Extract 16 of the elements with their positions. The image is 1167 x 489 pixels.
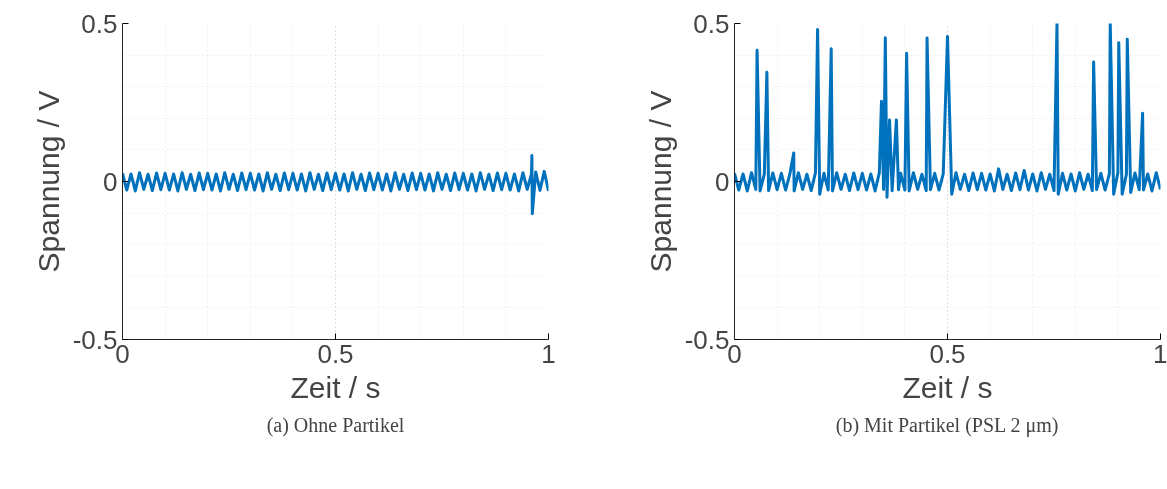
x-axis-title: Zeit / s — [902, 370, 993, 404]
x-axis-title: Zeit / s — [290, 370, 381, 404]
text: (a) Ohne Partikel — [266, 413, 405, 437]
line-series — [734, 23, 1161, 199]
y-tick-label: 0 — [715, 166, 730, 197]
x-tick-label: 1 — [541, 338, 556, 369]
line-series — [122, 154, 549, 216]
x-tick-label: 0.5 — [929, 338, 966, 369]
x-tick-label: 1 — [1153, 338, 1167, 369]
x-tick-label: 0.5 — [317, 338, 354, 369]
y-tick-label: 0 — [103, 166, 118, 197]
y-axis-title: Spannung / V — [643, 90, 677, 273]
y-axis-title: Spannung / V — [31, 90, 65, 273]
text: (b) Mit Partikel (PSL 2 μm) — [835, 413, 1059, 437]
y-tick-label: 0.5 — [693, 8, 730, 39]
y-tick-label: 0.5 — [81, 8, 118, 39]
